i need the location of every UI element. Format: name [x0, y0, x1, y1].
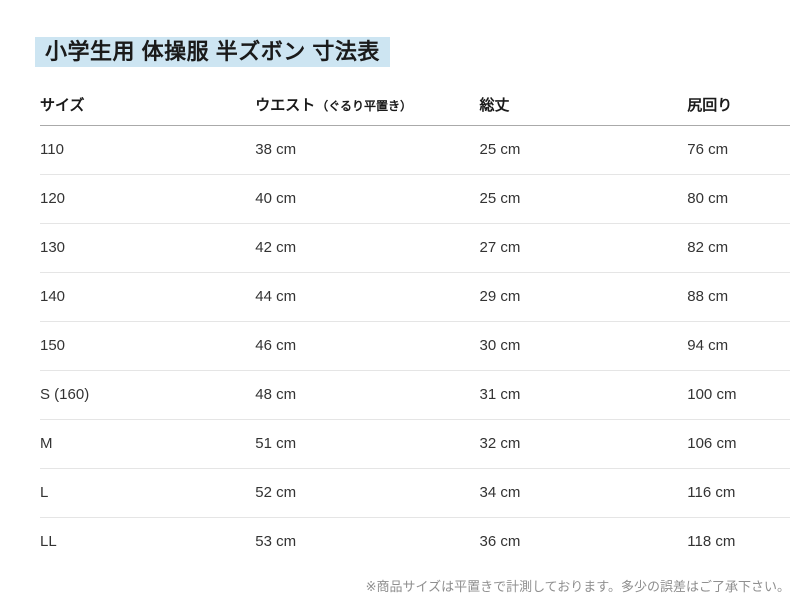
hip-cell: 100 cm — [687, 370, 790, 420]
hip-cell: 82 cm — [687, 223, 790, 273]
size-cell: 110 — [40, 125, 256, 175]
waist-cell: 40 cm — [255, 174, 480, 224]
hip-cell: 80 cm — [687, 174, 790, 224]
size-cell: 130 — [40, 223, 256, 273]
column-header-size-label: サイズ — [40, 97, 85, 115]
table-row: M 51 cm 32 cm 106 cm — [40, 419, 790, 469]
waist-cell: 38 cm — [255, 125, 480, 175]
size-table-body: 110 38 cm 25 cm 76 cm 120 40 cm 25 cm 80… — [40, 125, 790, 566]
size-cell: L — [40, 468, 256, 518]
hip-cell: 118 cm — [687, 533, 736, 551]
column-header-waist-label: ウエスト — [255, 97, 316, 115]
length-cell: 34 cm — [479, 468, 688, 518]
size-cell: 150 — [40, 321, 256, 371]
waist-cell: 44 cm — [255, 272, 480, 322]
length-cell: 31 cm — [479, 370, 688, 420]
hip-cell: 76 cm — [687, 125, 790, 175]
waist-cell: 42 cm — [255, 223, 480, 273]
hip-cell: 116 cm — [687, 468, 790, 518]
column-header-hip: 尻回り — [687, 85, 790, 126]
size-cell: LL — [40, 533, 57, 551]
table-row: 130 42 cm 27 cm 82 cm — [40, 223, 790, 273]
waist-cell: 53 cm — [255, 533, 297, 551]
hip-cell: 88 cm — [687, 272, 790, 322]
waist-cell: 52 cm — [255, 468, 480, 518]
hip-cell: 94 cm — [687, 321, 790, 371]
table-row: L 52 cm 34 cm 116 cm — [40, 468, 790, 518]
length-cell: 32 cm — [479, 419, 688, 469]
measurement-disclaimer: ※商品サイズは平置きで計測しております。多少の誤差はご了承下さい。 — [365, 579, 790, 594]
column-header-length: 総丈 — [479, 85, 688, 126]
table-row: S (160) 48 cm 31 cm 100 cm — [40, 370, 790, 420]
waist-cell: 46 cm — [255, 321, 480, 371]
length-cell: 29 cm — [479, 272, 688, 322]
table-row: 140 44 cm 29 cm 88 cm — [40, 272, 790, 322]
size-cell: S (160) — [40, 370, 256, 420]
length-cell: 25 cm — [479, 125, 688, 175]
column-header-waist-note: （ぐるり平置き） — [316, 99, 413, 114]
column-header-waist: ウエスト（ぐるり平置き） — [255, 85, 480, 126]
page-title: 小学生用 体操服 半ズボン 寸法表 — [35, 37, 390, 67]
table-row: LL 53 cm 36 cm 118 cm — [40, 517, 790, 566]
waist-cell: 51 cm — [255, 419, 480, 469]
column-header-length-label: 総丈 — [479, 97, 510, 115]
hip-cell: 106 cm — [687, 419, 790, 469]
length-cell: 25 cm — [479, 174, 688, 224]
size-table: サイズ ウエスト（ぐるり平置き） 総丈 尻回り 110 38 cm 25 cm … — [40, 85, 790, 566]
column-header-hip-label: 尻回り — [687, 97, 733, 115]
column-header-size: サイズ — [40, 85, 256, 126]
length-cell: 30 cm — [479, 321, 688, 371]
table-row: 120 40 cm 25 cm 80 cm — [40, 174, 790, 224]
header-row: サイズ ウエスト（ぐるり平置き） 総丈 尻回り — [40, 85, 790, 126]
size-cell: 140 — [40, 272, 256, 322]
length-cell: 36 cm — [479, 533, 521, 551]
table-row: 110 38 cm 25 cm 76 cm — [40, 125, 790, 175]
waist-cell: 48 cm — [255, 370, 480, 420]
size-cell: M — [40, 419, 256, 469]
size-cell: 120 — [40, 174, 256, 224]
length-cell: 27 cm — [479, 223, 688, 273]
table-row: 150 46 cm 30 cm 94 cm — [40, 321, 790, 371]
size-table-header: サイズ ウエスト（ぐるり平置き） 総丈 尻回り — [40, 85, 790, 126]
